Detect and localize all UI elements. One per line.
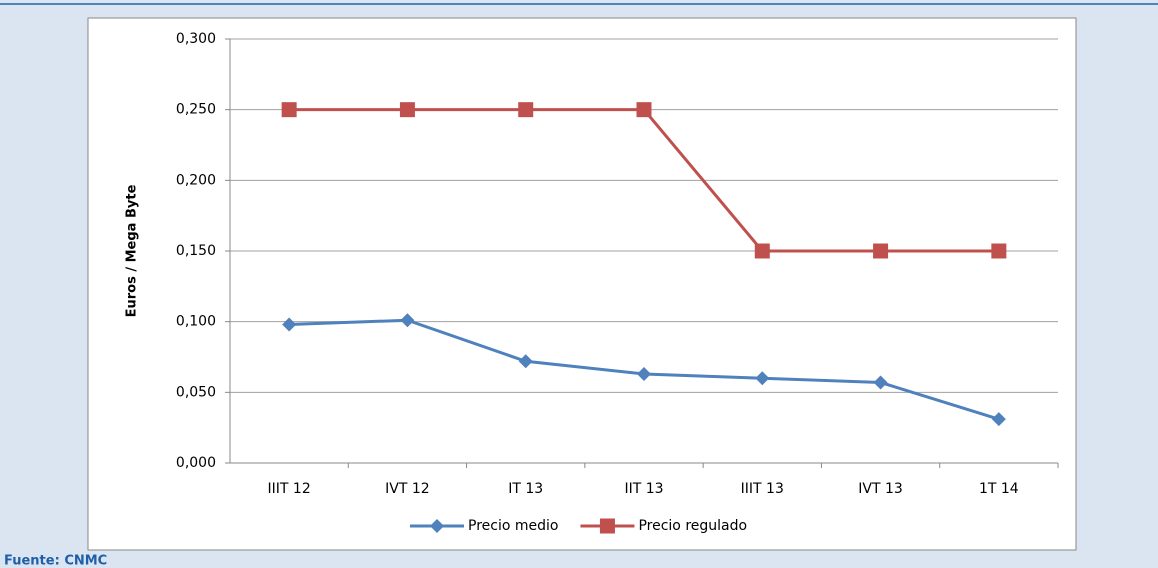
y-tick-label: 0,300 [176,31,216,47]
data-point [991,412,1006,427]
x-tick-label: IIT 13 [624,481,663,497]
data-point [400,313,415,328]
data-point [282,317,297,332]
data-point [399,102,415,118]
x-tick-label: IIIT 12 [268,481,311,497]
y-tick-label: 0,000 [176,455,216,471]
y-tick-label: 0,050 [176,384,216,400]
data-point [636,102,652,118]
legend-swatch [599,518,615,534]
legend-label: Precio regulado [638,518,747,534]
x-tick-label: IIIT 13 [741,481,784,497]
y-tick-label: 0,100 [176,314,216,330]
chart-frame [87,17,1077,551]
data-point [518,102,534,118]
y-tick-label: 0,250 [176,102,216,118]
source: Fuente: CNMC [4,554,107,568]
legend-swatch [430,519,444,533]
data-point [281,102,297,118]
data-point [754,243,770,259]
data-point [991,243,1007,259]
x-tick-label: IVT 13 [858,481,903,497]
y-axis-label: Euros / Mega Byte [125,184,140,317]
x-tick-label: 1T 14 [979,481,1019,497]
data-point [755,371,770,386]
top-rule [0,3,1158,5]
y-tick-label: 0,150 [176,243,216,259]
data-point [518,354,533,369]
x-tick-label: IT 13 [508,481,543,497]
x-tick-label: IVT 12 [385,481,430,497]
data-point [637,366,651,381]
data-point [873,375,888,390]
y-tick-label: 0,200 [176,172,216,188]
legend-label: Precio medio [468,518,558,534]
data-point [873,243,889,259]
